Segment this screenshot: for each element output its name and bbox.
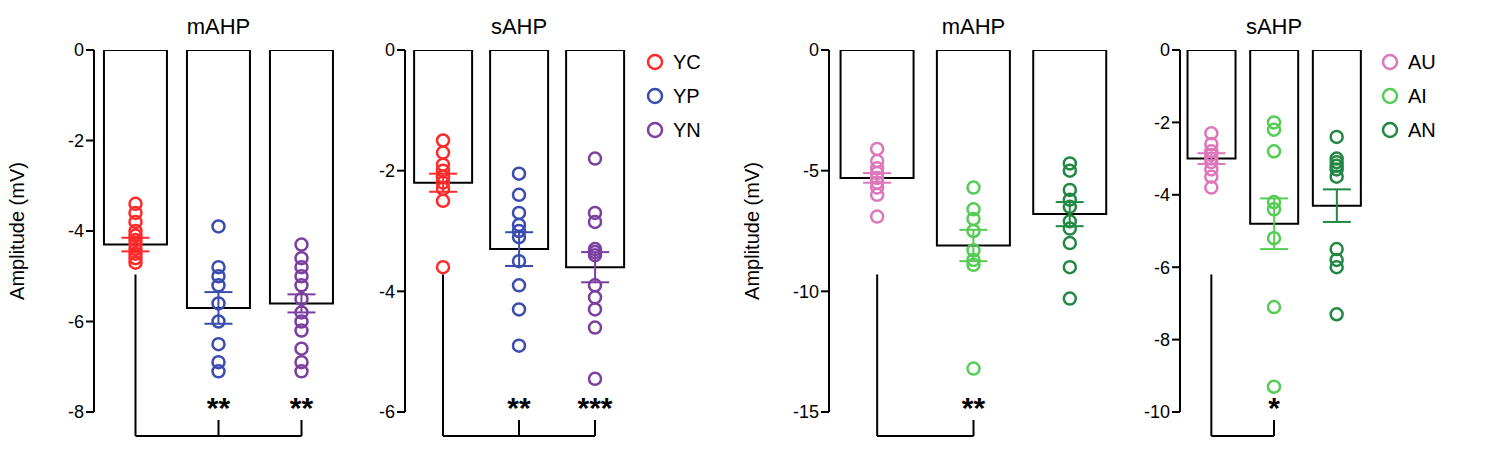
svg-text:***: *** (577, 391, 612, 424)
svg-text:sAHP: sAHP (1246, 14, 1302, 39)
svg-text:YP: YP (673, 85, 700, 107)
svg-text:-8: -8 (1154, 330, 1170, 350)
svg-text:-2: -2 (68, 131, 84, 151)
svg-text:Amplitude (mV): Amplitude (mV) (741, 162, 763, 300)
svg-text:-4: -4 (379, 282, 395, 302)
svg-text:0: 0 (1160, 40, 1170, 60)
svg-text:YC: YC (673, 51, 701, 73)
svg-text:mAHP: mAHP (942, 14, 1006, 39)
svg-text:-10: -10 (793, 282, 819, 302)
svg-text:mAHP: mAHP (187, 14, 251, 39)
svg-text:**: ** (207, 391, 231, 424)
svg-text:AN: AN (1408, 119, 1436, 141)
svg-text:Amplitude (mV): Amplitude (mV) (8, 162, 28, 300)
svg-text:**: ** (290, 391, 314, 424)
svg-text:-6: -6 (379, 402, 395, 422)
svg-text:**: ** (962, 391, 986, 424)
svg-text:-4: -4 (1154, 185, 1170, 205)
svg-text:0: 0 (809, 40, 819, 60)
svg-text:-4: -4 (68, 221, 84, 241)
svg-text:AI: AI (1408, 85, 1427, 107)
svg-text:*: * (1268, 391, 1280, 424)
svg-text:-5: -5 (803, 161, 819, 181)
svg-text:**: ** (507, 391, 531, 424)
svg-text:-6: -6 (1154, 258, 1170, 278)
svg-text:0: 0 (385, 40, 395, 60)
svg-text:-8: -8 (68, 402, 84, 422)
svg-text:-2: -2 (379, 161, 395, 181)
svg-text:YN: YN (673, 119, 701, 141)
svg-text:0: 0 (74, 40, 84, 60)
svg-text:-2: -2 (1154, 113, 1170, 133)
svg-text:AU: AU (1408, 51, 1436, 73)
svg-text:-15: -15 (793, 402, 819, 422)
svg-text:sAHP: sAHP (491, 14, 547, 39)
svg-text:-10: -10 (1144, 402, 1170, 422)
svg-text:-6: -6 (68, 312, 84, 332)
